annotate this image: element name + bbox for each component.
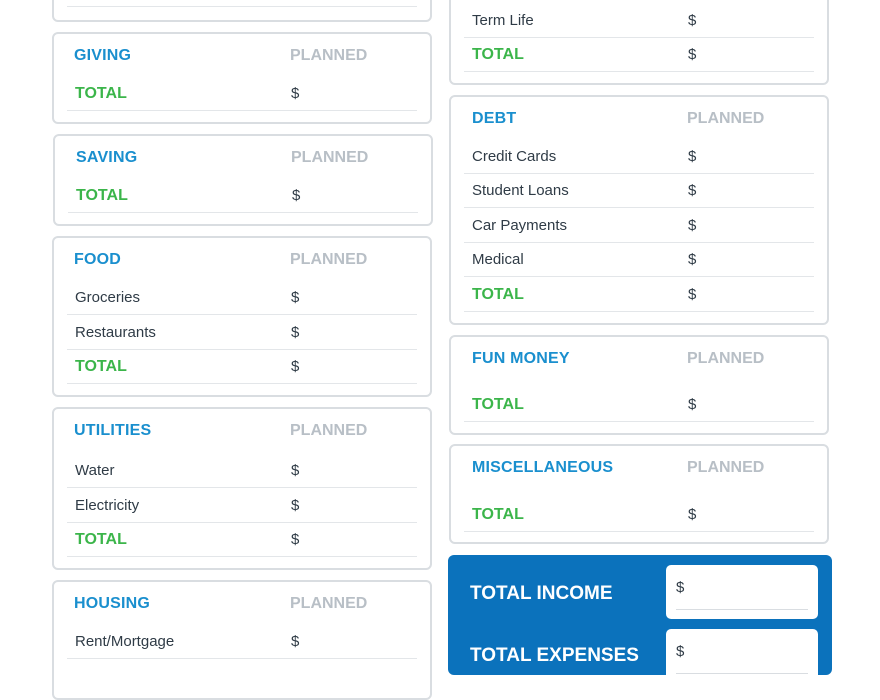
total-amount-field[interactable]: $ (688, 286, 697, 303)
total-amount-field[interactable]: $ (688, 46, 697, 63)
row-label: Student Loans (472, 182, 569, 199)
planned-amount-field[interactable]: $ (291, 289, 300, 306)
row-label: Rent/Mortgage (75, 633, 175, 650)
row-label: Medical (472, 251, 524, 268)
total-label: TOTAL (75, 358, 127, 375)
utilities-row-water: Water $ (67, 453, 417, 488)
total-label: TOTAL (76, 187, 128, 204)
planned-column-header: PLANNED (687, 350, 765, 367)
total-label: TOTAL (472, 286, 524, 303)
giving-total-row: TOTAL $ (67, 76, 417, 111)
planned-column-header: PLANNED (290, 251, 368, 268)
total-expenses-field[interactable]: $ (666, 629, 818, 683)
saving-card: SAVING PLANNED TOTAL $ (53, 134, 433, 226)
miscellaneous-card: MISCELLANEOUS PLANNED TOTAL $ (449, 444, 829, 544)
total-amount-field[interactable]: $ (688, 396, 697, 413)
total-expenses-amount: $ (676, 643, 808, 674)
planned-column-header: PLANNED (687, 459, 765, 476)
total-label: TOTAL (75, 85, 127, 102)
fun-money-card: FUN MONEY PLANNED TOTAL $ (449, 335, 829, 435)
total-expenses-label: TOTAL EXPENSES (470, 645, 639, 666)
utilities-row-electricity: Electricity $ (67, 488, 417, 523)
total-income-field[interactable]: $ (666, 565, 818, 619)
food-row-groceries: Groceries $ (67, 280, 417, 315)
insurance-row-term-life: Term Life $ (464, 3, 814, 38)
debt-row-credit-cards: Credit Cards $ (464, 139, 814, 174)
planned-amount-field[interactable]: $ (291, 633, 300, 650)
budget-card-partial-top-left (52, 0, 432, 22)
total-label: TOTAL (75, 531, 127, 548)
planned-amount-field[interactable]: $ (688, 217, 697, 234)
utilities-total-row: TOTAL $ (67, 522, 417, 557)
total-label: TOTAL (472, 46, 524, 63)
planned-column-header: PLANNED (687, 110, 765, 127)
row-label: Restaurants (75, 324, 156, 341)
card-title: HOUSING (74, 595, 151, 612)
row-label: Term Life (472, 12, 534, 29)
card-title: FUN MONEY (472, 350, 570, 367)
housing-row-rent-mortgage: Rent/Mortgage $ (67, 624, 417, 659)
utilities-card: UTILITIES PLANNED Water $ Electricity $ … (52, 407, 432, 570)
debt-total-row: TOTAL $ (464, 277, 814, 312)
row-label: Water (75, 462, 115, 479)
food-total-row: TOTAL $ (67, 349, 417, 384)
planned-amount-field[interactable]: $ (291, 497, 300, 514)
total-label: TOTAL (472, 506, 524, 523)
total-amount-field[interactable]: $ (291, 358, 300, 375)
row-label: Electricity (75, 497, 140, 514)
card-title: FOOD (74, 251, 122, 268)
total-amount-field[interactable]: $ (292, 187, 301, 204)
row-label: Credit Cards (472, 148, 557, 165)
housing-card: HOUSING PLANNED Rent/Mortgage $ (52, 580, 432, 700)
planned-column-header: PLANNED (290, 595, 368, 612)
insurance-card: Term Life $ TOTAL $ (449, 0, 829, 85)
total-amount-field[interactable]: $ (291, 531, 300, 548)
total-income-label: TOTAL INCOME (470, 583, 613, 604)
food-row-restaurants: Restaurants $ (67, 315, 417, 350)
planned-amount-field[interactable]: $ (688, 182, 697, 199)
debt-row-car-payments: Car Payments $ (464, 208, 814, 243)
debt-row-student-loans: Student Loans $ (464, 173, 814, 208)
card-title: UTILITIES (74, 422, 152, 439)
planned-amount-field[interactable]: $ (291, 324, 300, 341)
debt-row-medical: Medical $ (464, 242, 814, 277)
planned-amount-field[interactable]: $ (291, 462, 300, 479)
total-amount-field[interactable]: $ (688, 506, 697, 523)
total-income-amount: $ (676, 579, 808, 610)
planned-amount-field[interactable]: $ (688, 148, 697, 165)
debt-card: DEBT PLANNED Credit Cards $ Student Loan… (449, 95, 829, 325)
planned-column-header: PLANNED (290, 47, 368, 64)
miscellaneous-total-row: TOTAL $ (464, 497, 814, 532)
card-title: MISCELLANEOUS (472, 459, 614, 476)
fun-money-total-row: TOTAL $ (464, 387, 814, 422)
summary-panel: TOTAL INCOME $ TOTAL EXPENSES $ (448, 555, 832, 683)
card-title: DEBT (472, 110, 517, 127)
total-amount-field[interactable]: $ (291, 85, 300, 102)
planned-amount-field[interactable]: $ (688, 251, 697, 268)
card-title: GIVING (74, 47, 132, 64)
card-title: SAVING (76, 149, 138, 166)
saving-total-row: TOTAL $ (68, 178, 418, 213)
total-label: TOTAL (472, 396, 524, 413)
partial-row (67, 0, 417, 7)
giving-card: GIVING PLANNED TOTAL $ (52, 32, 432, 124)
planned-column-header: PLANNED (291, 149, 369, 166)
insurance-total-row: TOTAL $ (464, 37, 814, 72)
planned-column-header: PLANNED (290, 422, 368, 439)
row-label: Car Payments (472, 217, 568, 234)
row-label: Groceries (75, 289, 141, 306)
food-card: FOOD PLANNED Groceries $ Restaurants $ T… (52, 236, 432, 397)
planned-amount-field[interactable]: $ (688, 12, 697, 29)
